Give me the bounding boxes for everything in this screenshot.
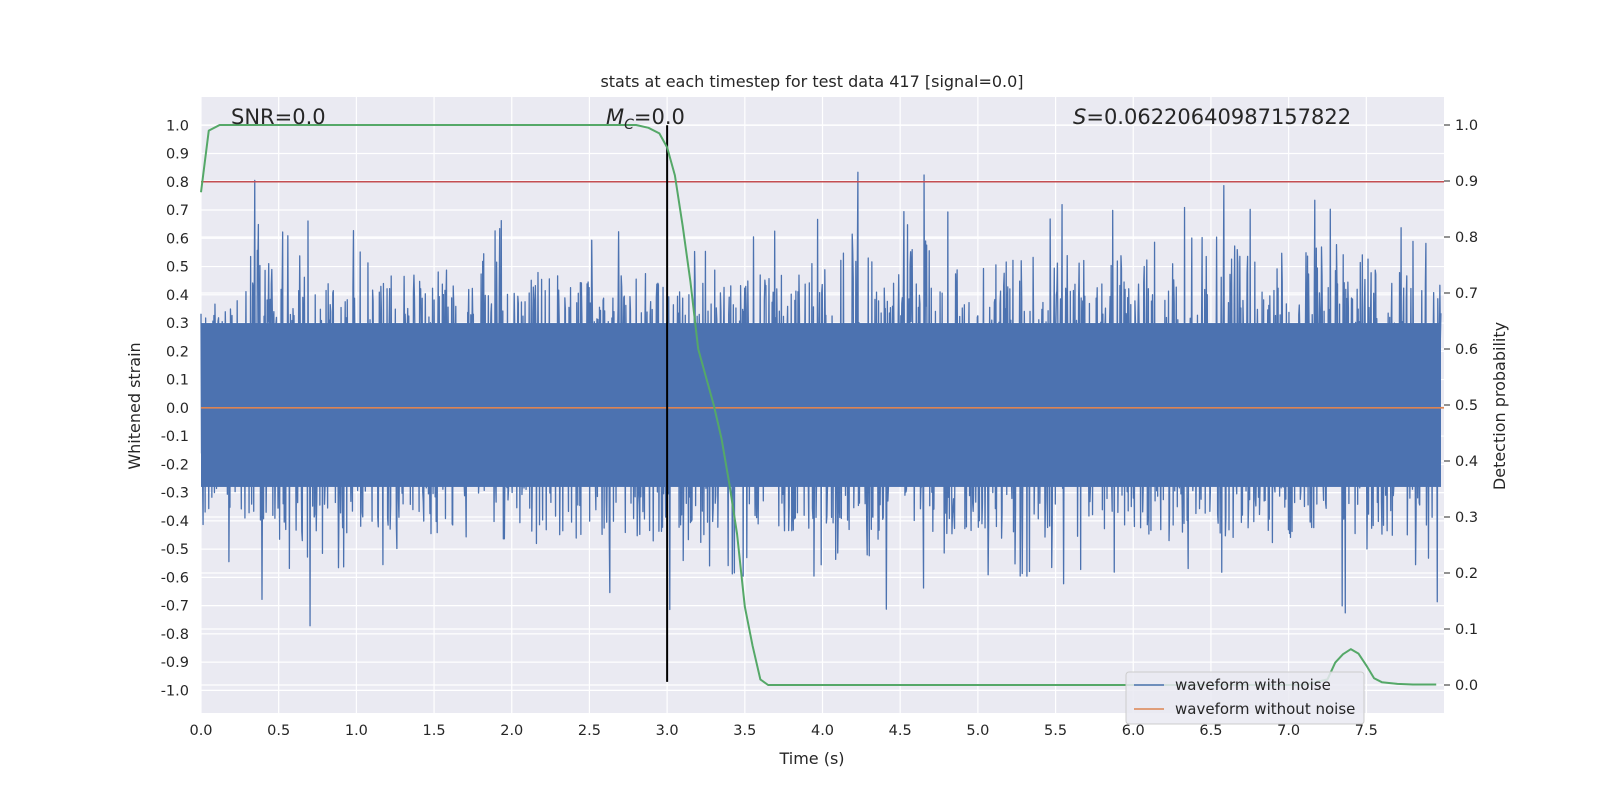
y2-tick-label: 0.9 xyxy=(1455,174,1478,190)
legend-label-noise: waveform with noise xyxy=(1175,676,1331,694)
x-tick-label: 4.0 xyxy=(811,723,834,739)
mc-annotation: MC=0.0 xyxy=(606,105,685,133)
s-annotation: S=0.06220640987157822 xyxy=(1073,105,1351,129)
x-tick-label: 0.0 xyxy=(189,723,212,739)
y-tick-label: -0.1 xyxy=(161,429,189,445)
legend-box xyxy=(1125,671,1365,725)
series-detection-probability xyxy=(200,124,1437,686)
y-tick-label: -0.8 xyxy=(161,627,189,643)
x-tick-label: 7.5 xyxy=(1355,723,1378,739)
x-axis-ticks: 0.0 0.5 1.0 1.5 2.0 2.5 3.0 3.5 4.0 4.5 5.0 5.5 6.0 6… xyxy=(189,723,1377,739)
x-tick-label: 6.5 xyxy=(1199,723,1222,739)
mc-value: =0.0 xyxy=(634,105,685,129)
y-tick-label: -0.3 xyxy=(161,486,189,502)
y-tick-label: -0.4 xyxy=(161,514,189,530)
mc-symbol: M xyxy=(606,105,624,129)
y-tick-label: 0.5 xyxy=(166,260,189,276)
y2-tick-label: 0.1 xyxy=(1455,622,1478,638)
y-tick-label: 1.0 xyxy=(166,118,189,134)
y-tick-label: 0.0 xyxy=(166,401,189,417)
x-tick-label: 5.5 xyxy=(1044,723,1067,739)
x-tick-label: 0.5 xyxy=(267,723,290,739)
y2-tick-label: 0.6 xyxy=(1455,342,1478,358)
s-symbol: S xyxy=(1073,105,1086,129)
x-tick-label: 5.0 xyxy=(966,723,989,739)
y-tick-label: 0.1 xyxy=(166,373,189,389)
y-tick-label: -0.5 xyxy=(161,542,189,558)
y2-tick-label: 0.0 xyxy=(1455,678,1478,694)
legend-label-clean: waveform without noise xyxy=(1175,700,1355,718)
y-tick-label: -0.9 xyxy=(161,655,189,671)
y-axis-label: Whitened strain xyxy=(125,342,144,469)
y-tick-label: -0.7 xyxy=(161,599,189,615)
y-tick-label: 0.2 xyxy=(166,344,189,360)
y-tick-label: 0.8 xyxy=(166,175,189,191)
x-tick-label: 1.5 xyxy=(423,723,446,739)
x-tick-label: 1.0 xyxy=(345,723,368,739)
series-waveform-with-noise xyxy=(200,171,1442,627)
y-tick-label: 0.6 xyxy=(166,231,189,247)
y2-tick-label: 0.7 xyxy=(1455,286,1478,302)
y2-tick-label: 0.3 xyxy=(1455,510,1478,526)
y-tick-label: -1.0 xyxy=(161,683,189,699)
legend: waveform with noise waveform without noi… xyxy=(1125,671,1365,725)
chart-title: stats at each timestep for test data 417… xyxy=(600,72,1023,91)
y-tick-label: -0.2 xyxy=(161,457,189,473)
x-tick-label: 3.5 xyxy=(733,723,756,739)
y-tick-label: 0.4 xyxy=(166,288,189,304)
y-tick-label: -0.6 xyxy=(161,570,189,586)
x-tick-label: 4.5 xyxy=(889,723,912,739)
x-tick-label: 2.0 xyxy=(500,723,523,739)
y2-tick-label: 0.2 xyxy=(1455,566,1478,582)
y-axis-right-ticks: 1.0 0.9 0.8 0.7 0.6 0.5 0.4 0.3 0.2 0.1 0.0 xyxy=(1444,118,1478,694)
y-tick-label: 0.9 xyxy=(166,147,189,163)
y2-tick-label: 0.4 xyxy=(1455,454,1478,470)
x-tick-label: 6.0 xyxy=(1122,723,1145,739)
x-tick-label: 3.0 xyxy=(656,723,679,739)
snr-annotation: SNR=0.0 xyxy=(231,105,326,129)
y2-tick-label: 0.5 xyxy=(1455,398,1478,414)
s-value: =0.06220640987157822 xyxy=(1086,105,1351,129)
mc-subscript: C xyxy=(624,117,634,133)
x-tick-label: 7.0 xyxy=(1277,723,1300,739)
y2-tick-label: 1.0 xyxy=(1455,118,1478,134)
y2-tick-label: 0.8 xyxy=(1455,230,1478,246)
detection-probability-path xyxy=(200,124,1437,686)
y-tick-label: 0.3 xyxy=(166,316,189,332)
y-axis-left-ticks: 1.0 0.9 0.8 0.7 0.6 0.5 0.4 0.3 0.2 0.1 0.0 -0.1 -0.… xyxy=(161,118,189,699)
y-tick-label: 0.7 xyxy=(166,203,189,219)
noise-waveform-core xyxy=(201,323,1441,487)
x-tick-label: 2.5 xyxy=(578,723,601,739)
x-axis-label: Time (s) xyxy=(778,749,844,768)
y2-axis-label: Detection probability xyxy=(1490,322,1509,490)
